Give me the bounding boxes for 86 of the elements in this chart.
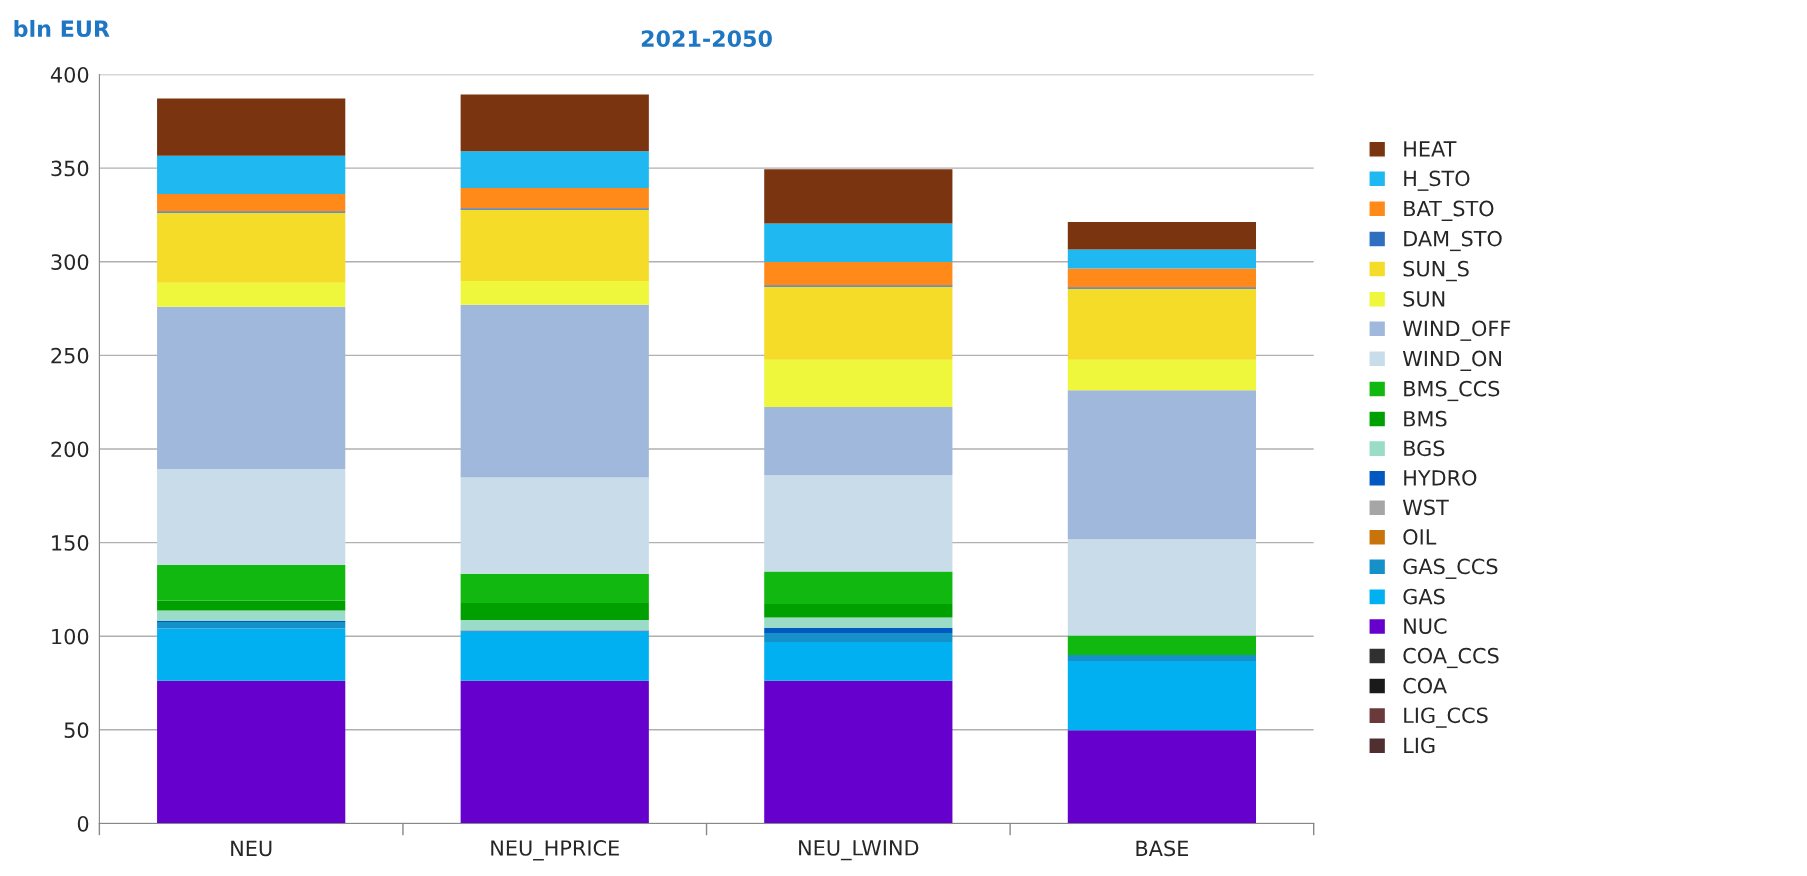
legend-label: WIND_ON bbox=[1402, 350, 1501, 371]
bar bbox=[1067, 288, 1257, 360]
bar bbox=[764, 642, 953, 681]
legend-label: HYDRO bbox=[1404, 469, 1477, 486]
bar bbox=[157, 306, 346, 469]
bar bbox=[460, 304, 649, 478]
legend-label: GAS_CCS bbox=[1403, 558, 1498, 579]
bar bbox=[1067, 635, 1257, 655]
y-tick-label: 350 bbox=[51, 160, 89, 177]
bar bbox=[460, 280, 649, 305]
legend-label: OIL bbox=[1403, 529, 1437, 545]
bar bbox=[764, 571, 953, 604]
legend-label: LIG bbox=[1404, 737, 1435, 754]
y-tick-label: 400 bbox=[50, 66, 89, 83]
bar bbox=[764, 286, 953, 360]
bar bbox=[157, 680, 346, 824]
bar bbox=[1067, 268, 1257, 288]
bar bbox=[157, 468, 346, 565]
bar bbox=[157, 282, 346, 307]
bar bbox=[1067, 359, 1257, 391]
y-tick-label: 50 bbox=[64, 722, 89, 739]
legend-label: BMS bbox=[1404, 410, 1447, 427]
legend-label: H_STO bbox=[1404, 170, 1470, 191]
bar bbox=[157, 564, 346, 601]
bar bbox=[764, 407, 953, 476]
legend-label: BAT_STO bbox=[1404, 200, 1494, 221]
bar bbox=[460, 631, 649, 681]
bar bbox=[460, 209, 649, 281]
bar bbox=[1067, 249, 1257, 269]
bar bbox=[157, 212, 346, 283]
legend-label: BMS_CCS bbox=[1404, 380, 1500, 402]
bar bbox=[764, 617, 953, 628]
bar bbox=[157, 610, 346, 622]
legend-label: GAS bbox=[1403, 588, 1445, 605]
bar bbox=[764, 633, 953, 642]
bar bbox=[764, 359, 953, 408]
y-tick-label: 0 bbox=[77, 815, 89, 832]
bar bbox=[764, 680, 953, 824]
bar bbox=[460, 151, 649, 189]
x-tick-label: NEU_LWIND bbox=[799, 840, 919, 861]
bar bbox=[157, 155, 346, 195]
bar bbox=[460, 603, 649, 620]
legend-label: HEAT bbox=[1404, 141, 1457, 157]
bar bbox=[460, 573, 649, 604]
bar bbox=[1067, 390, 1257, 540]
y-tick-label: 300 bbox=[51, 254, 89, 270]
x-tick-label: BASE bbox=[1136, 840, 1189, 857]
bar bbox=[764, 223, 953, 262]
bar bbox=[460, 619, 649, 631]
legend-label: COA bbox=[1403, 677, 1447, 694]
bar bbox=[764, 475, 953, 572]
bar bbox=[764, 627, 953, 634]
y-axis-title: bln EUR bbox=[14, 19, 110, 38]
legend-label: WST bbox=[1402, 499, 1449, 516]
y-tick-label: 200 bbox=[51, 441, 89, 458]
bar bbox=[764, 169, 953, 224]
legend-label: LIG_CCS bbox=[1404, 707, 1488, 728]
legend-label: SUN_S bbox=[1403, 260, 1469, 282]
legend-label: BGS bbox=[1404, 440, 1445, 457]
bar bbox=[764, 603, 953, 618]
bar bbox=[460, 477, 649, 574]
y-tick-label: 150 bbox=[52, 535, 89, 551]
bar bbox=[1067, 539, 1257, 636]
bar bbox=[1067, 730, 1257, 824]
bar bbox=[460, 680, 649, 824]
bar bbox=[1067, 222, 1257, 250]
legend-label: DAM_STO bbox=[1404, 230, 1502, 252]
bar bbox=[157, 628, 346, 681]
bar bbox=[1067, 654, 1257, 661]
chart-title: 2021-2050 bbox=[641, 30, 772, 47]
bar bbox=[1067, 660, 1257, 731]
bar bbox=[157, 621, 346, 629]
bar bbox=[764, 261, 953, 286]
bar bbox=[460, 94, 649, 152]
y-tick-label: 100 bbox=[52, 628, 89, 645]
y-tick-label: 250 bbox=[51, 347, 89, 364]
x-tick-label: NEU bbox=[231, 840, 272, 857]
legend-label: WIND_OFF bbox=[1402, 320, 1511, 341]
bar bbox=[460, 188, 649, 209]
legend-label: COA_CCS bbox=[1403, 647, 1499, 669]
legend-label: SUN bbox=[1403, 290, 1445, 307]
legend-label: NUC bbox=[1404, 618, 1447, 634]
bar bbox=[157, 194, 346, 212]
bar bbox=[157, 600, 346, 611]
x-tick-label: NEU_HPRICE bbox=[491, 840, 619, 861]
bar bbox=[157, 98, 346, 156]
